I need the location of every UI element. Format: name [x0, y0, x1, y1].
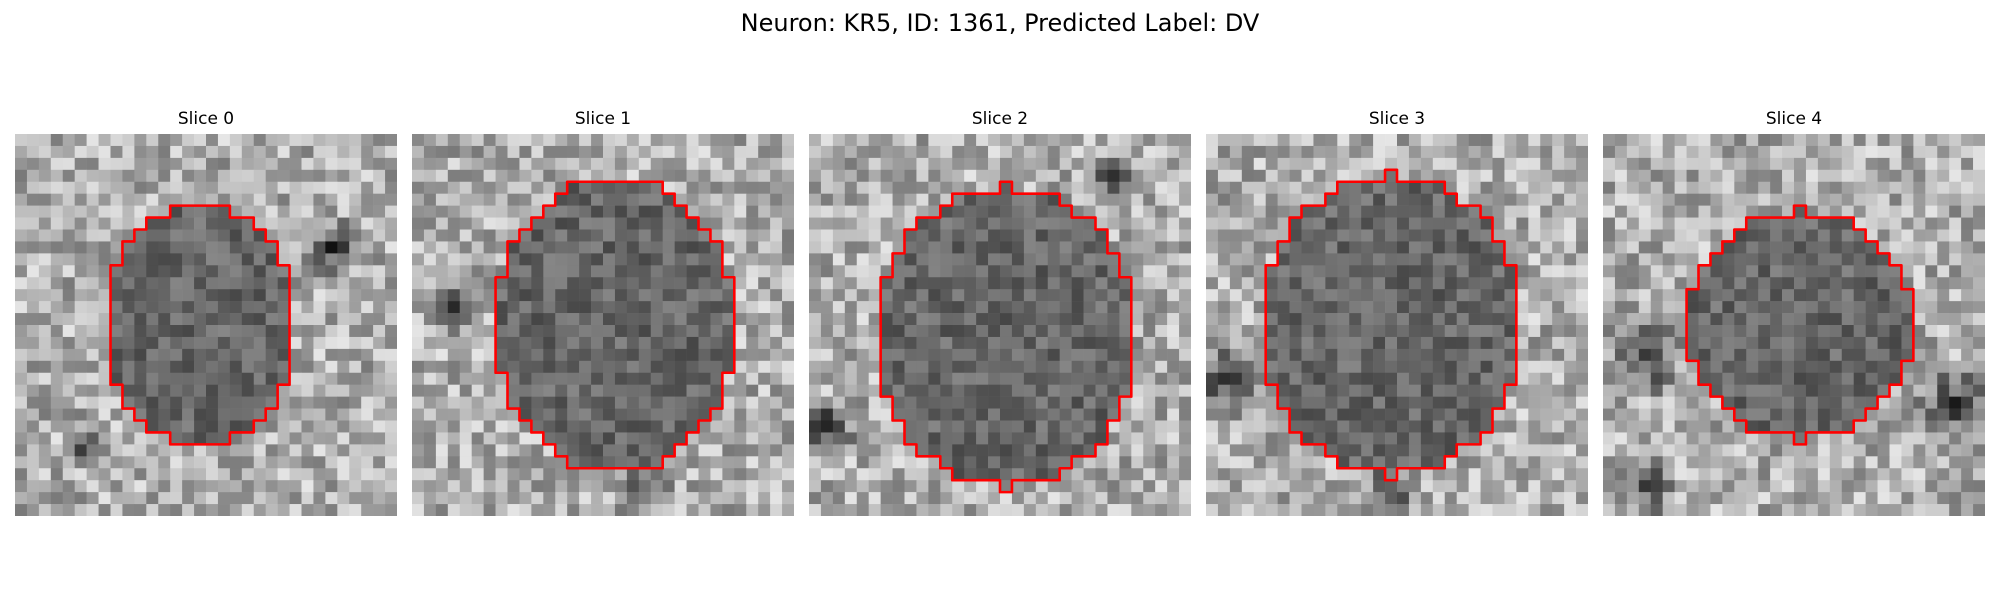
slice-panel-3: Slice 3 [1206, 106, 1588, 516]
segmentation-contour [109, 204, 291, 446]
slice-panel-1: Slice 1 [412, 106, 794, 516]
segmentation-contour [494, 180, 736, 470]
figure-title: Neuron: KR5, ID: 1361, Predicted Label: … [740, 9, 1260, 37]
segmentation-contour [1264, 168, 1518, 482]
segmentation-contour [1685, 204, 1915, 446]
slice-image [1206, 134, 1588, 516]
pixel-grid [1206, 134, 1588, 516]
pixel-grid [15, 134, 397, 516]
pixel-grid [412, 134, 794, 516]
slice-image [412, 134, 794, 516]
slice-title: Slice 0 [177, 109, 235, 129]
pixel-grid [809, 134, 1191, 516]
slice-panel-2: Slice 2 [809, 106, 1191, 516]
slice-image [809, 134, 1191, 516]
slice-title: Slice 4 [1765, 109, 1823, 129]
slice-title: Slice 1 [574, 109, 632, 129]
pixel-grid [1603, 134, 1985, 516]
segmentation-contour [879, 180, 1133, 494]
slice-panel-4: Slice 4 [1603, 106, 1985, 516]
slice-title: Slice 2 [971, 109, 1029, 129]
slice-title: Slice 3 [1368, 109, 1426, 129]
slice-image [15, 134, 397, 516]
slice-panel-0: Slice 0 [15, 106, 397, 516]
slice-image [1603, 134, 1985, 516]
